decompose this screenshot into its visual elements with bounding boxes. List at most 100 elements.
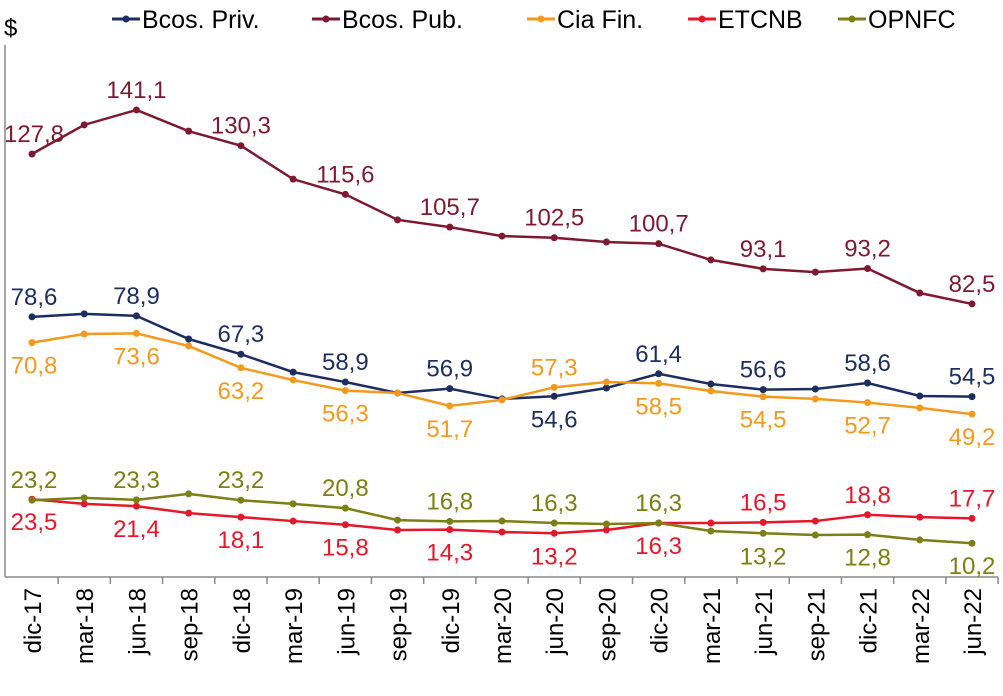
data-label: 54,5 bbox=[949, 364, 996, 391]
data-label: 82,5 bbox=[949, 271, 996, 298]
data-point bbox=[289, 368, 297, 376]
data-point bbox=[289, 500, 297, 508]
data-point bbox=[655, 379, 663, 387]
legend-marker bbox=[698, 15, 706, 23]
data-label: 23,3 bbox=[113, 467, 160, 494]
data-point bbox=[916, 536, 924, 544]
x-tick-label: mar-22 bbox=[908, 588, 935, 664]
data-label: 58,5 bbox=[635, 393, 682, 420]
data-point bbox=[237, 364, 245, 372]
data-point bbox=[132, 502, 140, 510]
x-tick-label: sep-19 bbox=[386, 588, 413, 661]
legend-item: OPNFC bbox=[838, 6, 956, 34]
legend-label: Bcos. Pub. bbox=[342, 6, 463, 34]
x-tick-label: sep-18 bbox=[177, 588, 204, 661]
data-point bbox=[655, 370, 663, 378]
x-tick-label: dic-18 bbox=[229, 588, 256, 653]
data-point bbox=[289, 376, 297, 384]
data-label: 23,5 bbox=[11, 509, 58, 536]
data-point bbox=[864, 511, 872, 519]
data-point bbox=[28, 313, 36, 321]
data-point bbox=[550, 392, 558, 400]
data-label: 78,9 bbox=[113, 283, 160, 310]
data-label: 102,5 bbox=[524, 205, 584, 232]
data-point bbox=[185, 509, 193, 517]
data-point bbox=[968, 393, 976, 401]
data-label: 115,6 bbox=[316, 161, 374, 188]
data-label: 16,5 bbox=[740, 489, 787, 516]
data-point bbox=[707, 380, 715, 388]
data-label: 12,8 bbox=[844, 545, 891, 572]
data-point bbox=[811, 531, 819, 539]
data-point bbox=[759, 393, 767, 401]
legend-label: Cia Fin. bbox=[557, 6, 643, 34]
legend-item: ETCNB bbox=[688, 6, 803, 34]
data-point bbox=[707, 256, 715, 264]
legend-marker bbox=[848, 15, 856, 23]
legend-label: OPNFC bbox=[868, 6, 956, 34]
data-point bbox=[289, 175, 297, 183]
data-point bbox=[811, 517, 819, 525]
data-point bbox=[655, 240, 663, 248]
data-point bbox=[341, 190, 349, 198]
data-point bbox=[132, 106, 140, 114]
legend-item: Cia Fin. bbox=[527, 6, 643, 34]
data-point bbox=[237, 142, 245, 150]
data-point bbox=[394, 516, 402, 524]
x-tick-label: jun-21 bbox=[751, 588, 778, 656]
data-label: 18,8 bbox=[844, 482, 891, 509]
data-point bbox=[446, 223, 454, 231]
data-point bbox=[550, 529, 558, 537]
data-label: 13,2 bbox=[740, 543, 787, 570]
series-cia-fin-: 70,8 73,6 63,2 56,3 51,7 57,3 58,5 54,5 52,7 49,2 bbox=[11, 329, 995, 451]
data-point bbox=[185, 335, 193, 343]
data-label: 23,2 bbox=[218, 467, 265, 494]
data-point bbox=[864, 399, 872, 407]
data-point bbox=[185, 490, 193, 498]
data-point bbox=[289, 517, 297, 525]
data-point bbox=[394, 526, 402, 534]
series-line bbox=[31, 497, 973, 535]
data-label: 51,7 bbox=[426, 416, 473, 443]
series-bcos-priv-: 78,6 78,9 67,3 58,9 56,9 54,6 61,4 56,6 58,6 54,5 bbox=[11, 283, 996, 433]
data-label: 100,7 bbox=[629, 211, 689, 238]
data-label: 57,3 bbox=[531, 354, 578, 381]
data-point bbox=[28, 496, 36, 504]
data-point bbox=[80, 121, 88, 129]
data-point bbox=[916, 289, 924, 297]
legend-item: Bcos. Pub. bbox=[312, 6, 463, 34]
data-point bbox=[185, 342, 193, 350]
data-point bbox=[707, 527, 715, 535]
data-point bbox=[498, 232, 506, 240]
data-point bbox=[237, 350, 245, 358]
data-point bbox=[28, 339, 36, 347]
data-point bbox=[550, 234, 558, 242]
data-point bbox=[341, 521, 349, 529]
data-point bbox=[602, 526, 610, 534]
x-tick-label: jun-20 bbox=[542, 588, 569, 656]
data-point bbox=[811, 395, 819, 403]
x-tick-label: dic-17 bbox=[20, 588, 47, 653]
data-point bbox=[759, 386, 767, 394]
data-point bbox=[394, 216, 402, 224]
data-label: 105,7 bbox=[420, 194, 480, 221]
data-point bbox=[602, 238, 610, 246]
legend-marker bbox=[537, 15, 545, 23]
series-opnfc: 23,2 23,3 23,2 20,8 16,8 16,3 16,3 13,2 12,8 10,2 bbox=[11, 467, 996, 580]
data-label: 127,8 bbox=[4, 121, 64, 148]
x-tick-label: jun-19 bbox=[333, 588, 360, 656]
x-axis-ticks: dic-17 mar-18 jun-18 sep-18 dic-18 mar-19 jun-… bbox=[20, 577, 999, 664]
data-label: 16,3 bbox=[635, 490, 682, 517]
data-point bbox=[759, 529, 767, 537]
x-tick-label: jun-22 bbox=[960, 588, 987, 656]
data-point bbox=[968, 300, 976, 308]
data-label: 21,4 bbox=[113, 516, 160, 543]
data-point bbox=[550, 383, 558, 391]
data-label: 130,3 bbox=[211, 113, 271, 140]
x-tick-label: mar-21 bbox=[699, 588, 726, 664]
series-bcos-pub-: 127,8 141,1 130,3 115,6 105,7 102,5 100,7 93,1 9… bbox=[4, 77, 996, 308]
legend: Bcos. Priv. Bcos. Pub. Cia Fin. ETCNB OPNFC bbox=[112, 6, 956, 34]
x-tick-label: jun-18 bbox=[124, 588, 151, 656]
data-point bbox=[759, 265, 767, 273]
